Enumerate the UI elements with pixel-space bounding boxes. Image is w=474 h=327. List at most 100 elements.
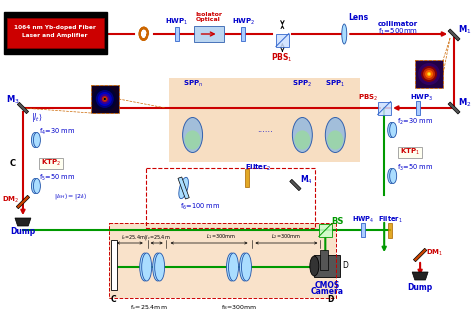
Ellipse shape <box>342 24 347 44</box>
Bar <box>388 222 392 237</box>
Bar <box>378 101 391 114</box>
Text: Camera: Camera <box>311 287 344 297</box>
Ellipse shape <box>239 253 249 281</box>
Text: Filter$_2$: Filter$_2$ <box>245 163 270 173</box>
Text: BS: BS <box>331 217 344 227</box>
Ellipse shape <box>155 253 164 281</box>
Polygon shape <box>16 195 30 209</box>
Ellipse shape <box>388 168 395 183</box>
Bar <box>241 27 246 41</box>
Text: M$_2$: M$_2$ <box>458 97 472 109</box>
Text: HWP$_2$: HWP$_2$ <box>232 17 255 27</box>
Ellipse shape <box>292 117 312 152</box>
Text: Dump: Dump <box>408 284 433 292</box>
Ellipse shape <box>182 117 202 152</box>
Ellipse shape <box>228 253 238 281</box>
Circle shape <box>423 68 435 80</box>
Circle shape <box>425 70 433 78</box>
Text: SPP$_1$: SPP$_1$ <box>325 79 345 89</box>
Ellipse shape <box>34 132 40 147</box>
Ellipse shape <box>390 123 397 137</box>
Circle shape <box>418 63 440 85</box>
Text: KTP$_1$: KTP$_1$ <box>400 147 420 157</box>
Text: f$_3$=50 mm: f$_3$=50 mm <box>397 163 433 173</box>
Text: 1064 nm Yb-doped Fiber: 1064 nm Yb-doped Fiber <box>14 25 96 29</box>
Text: M$_3$: M$_3$ <box>6 94 20 106</box>
Ellipse shape <box>241 253 252 281</box>
Circle shape <box>102 96 108 102</box>
Text: PBS$_2$: PBS$_2$ <box>358 93 378 103</box>
Text: HWP$_3$: HWP$_3$ <box>410 93 434 103</box>
Ellipse shape <box>142 253 152 281</box>
Text: CMOS: CMOS <box>315 281 340 289</box>
Bar <box>193 26 224 42</box>
Circle shape <box>100 94 110 104</box>
Text: DM$_1$: DM$_1$ <box>426 248 444 258</box>
Bar <box>109 223 336 298</box>
Polygon shape <box>413 248 427 262</box>
Bar <box>246 169 249 187</box>
Text: KTP$_2$: KTP$_2$ <box>41 158 61 168</box>
Text: f$_6$=100 mm: f$_6$=100 mm <box>181 202 221 212</box>
Ellipse shape <box>294 130 310 150</box>
Ellipse shape <box>153 253 163 281</box>
Polygon shape <box>15 218 31 226</box>
Bar <box>91 85 119 113</box>
Polygon shape <box>448 102 460 114</box>
Circle shape <box>98 92 112 106</box>
Ellipse shape <box>140 253 150 281</box>
Polygon shape <box>18 102 28 114</box>
Text: f$_4$=30 mm: f$_4$=30 mm <box>39 127 75 137</box>
Ellipse shape <box>325 117 345 152</box>
Text: M$_1$: M$_1$ <box>458 24 472 36</box>
Polygon shape <box>178 177 189 199</box>
Bar <box>276 33 289 46</box>
Text: HWP$_1$: HWP$_1$ <box>165 17 188 27</box>
Text: C: C <box>10 159 16 167</box>
Circle shape <box>96 90 114 108</box>
Polygon shape <box>290 179 301 191</box>
Text: $l_c$=25.4m|$l_c$=25.4m: $l_c$=25.4m|$l_c$=25.4m <box>121 232 171 242</box>
Ellipse shape <box>179 177 188 199</box>
Text: collimator: collimator <box>378 21 418 27</box>
Text: $|l_t\rangle$: $|l_t\rangle$ <box>31 112 43 125</box>
Ellipse shape <box>227 253 237 281</box>
Bar <box>319 223 332 236</box>
Polygon shape <box>448 29 460 41</box>
Ellipse shape <box>388 123 395 137</box>
Circle shape <box>427 72 431 76</box>
Ellipse shape <box>310 256 319 276</box>
Text: D: D <box>327 296 334 304</box>
Bar <box>416 101 420 115</box>
Ellipse shape <box>31 179 38 194</box>
Bar <box>398 146 422 158</box>
Text: f$_1$=500mm: f$_1$=500mm <box>378 27 418 37</box>
Text: Laser and Amplifier: Laser and Amplifier <box>22 32 88 38</box>
Bar <box>109 223 336 298</box>
Bar <box>361 223 365 237</box>
Text: $L_1$=300mm: $L_1$=300mm <box>206 232 236 241</box>
Bar <box>111 240 117 290</box>
Circle shape <box>428 73 430 75</box>
Text: DM$_2$: DM$_2$ <box>2 195 20 205</box>
Text: $L_2$=300mm: $L_2$=300mm <box>271 232 300 241</box>
Bar <box>7 18 104 48</box>
Text: f$_c$=25.4mm: f$_c$=25.4mm <box>130 303 167 313</box>
Circle shape <box>104 98 105 100</box>
Bar <box>174 27 179 41</box>
Circle shape <box>104 98 106 100</box>
Ellipse shape <box>184 130 201 150</box>
Text: Optical: Optical <box>196 18 221 23</box>
Polygon shape <box>412 272 428 280</box>
Text: C: C <box>111 296 117 304</box>
Ellipse shape <box>390 168 397 183</box>
Ellipse shape <box>34 179 40 194</box>
Bar <box>39 158 63 168</box>
Text: PBS$_1$: PBS$_1$ <box>272 52 293 64</box>
Bar <box>169 78 360 162</box>
Text: f$_8$=300mm: f$_8$=300mm <box>220 303 256 313</box>
Circle shape <box>421 66 437 82</box>
Text: Lens: Lens <box>348 13 368 23</box>
Text: f$_2$=30 mm: f$_2$=30 mm <box>397 117 433 127</box>
Text: D: D <box>342 261 348 269</box>
